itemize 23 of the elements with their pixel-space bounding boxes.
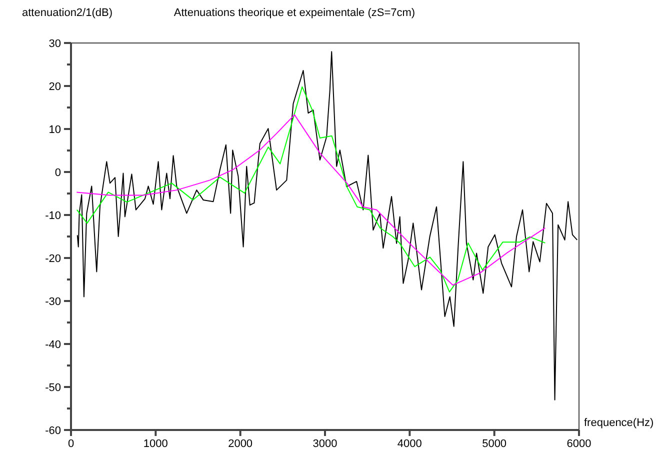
y-tick-label: -50 bbox=[45, 382, 61, 394]
x-tick-label: 4000 bbox=[397, 438, 422, 449]
y-tick-label: -20 bbox=[45, 253, 61, 265]
x-tick-label: 5000 bbox=[482, 438, 507, 449]
y-axis-title: attenuation2/1(dB) bbox=[22, 7, 113, 19]
line-series bbox=[76, 114, 546, 286]
y-tick-label: -30 bbox=[45, 296, 61, 308]
y-tick-label: 10 bbox=[48, 124, 61, 136]
y-tick-label: -60 bbox=[45, 425, 61, 437]
y-tick-label: 0 bbox=[54, 167, 61, 179]
chart-title: Attenuations theorique et expeimentale (zS=7cm) bbox=[174, 7, 416, 19]
line-series bbox=[76, 86, 546, 292]
y-tick-label: 20 bbox=[48, 81, 61, 93]
y-tick-label: 30 bbox=[48, 38, 61, 50]
x-tick-label: 2000 bbox=[228, 438, 253, 449]
line-series bbox=[76, 51, 578, 400]
x-tick-label: 1000 bbox=[143, 438, 168, 449]
x-axis-title: frequence(Hz) bbox=[584, 417, 654, 429]
x-tick-label: 0 bbox=[68, 438, 74, 449]
x-tick-label: 3000 bbox=[312, 438, 338, 449]
y-tick-label: -40 bbox=[45, 339, 61, 351]
x-tick-label: 6000 bbox=[566, 438, 592, 449]
y-tick-label: -10 bbox=[45, 210, 61, 222]
